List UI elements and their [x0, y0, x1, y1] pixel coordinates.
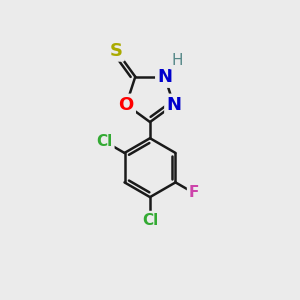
Text: Cl: Cl	[97, 134, 113, 149]
Text: Cl: Cl	[142, 213, 158, 228]
Text: O: O	[118, 96, 134, 114]
Text: N: N	[166, 96, 181, 114]
Text: H: H	[171, 52, 183, 68]
Text: N: N	[157, 68, 172, 86]
Text: F: F	[189, 185, 199, 200]
Text: S: S	[110, 41, 123, 59]
